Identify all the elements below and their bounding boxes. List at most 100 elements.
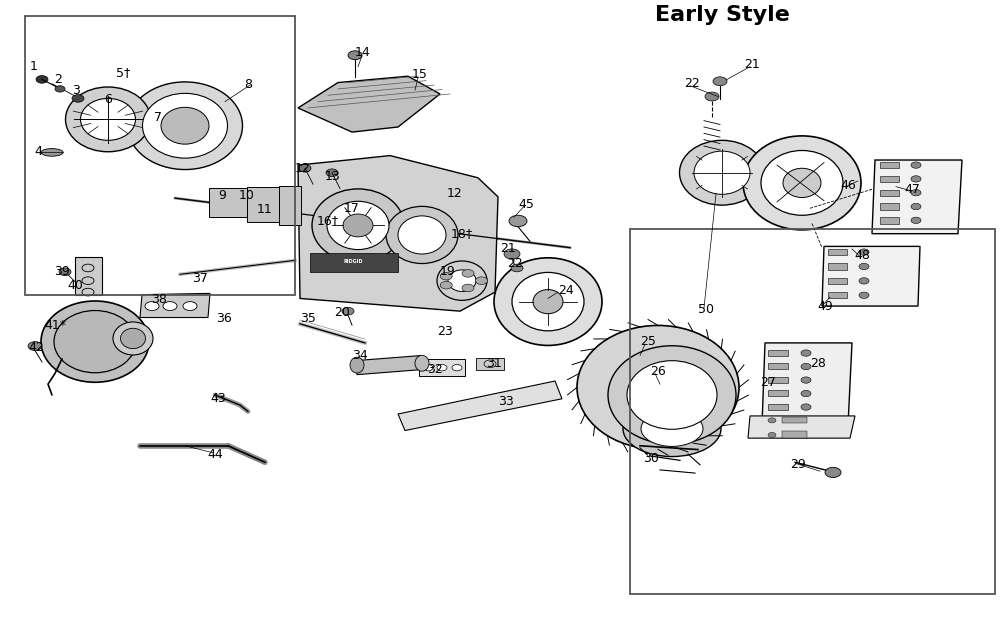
Circle shape <box>911 203 921 210</box>
Bar <box>630 229 995 594</box>
Bar <box>880 189 899 196</box>
Text: 31: 31 <box>486 357 502 370</box>
Circle shape <box>462 284 474 291</box>
Bar <box>247 187 279 222</box>
Ellipse shape <box>743 136 861 230</box>
Ellipse shape <box>761 150 843 215</box>
Bar <box>782 431 807 438</box>
Text: 6: 6 <box>104 93 112 106</box>
Ellipse shape <box>120 328 146 349</box>
Text: 39: 39 <box>54 265 70 278</box>
Text: 24: 24 <box>558 284 574 297</box>
Ellipse shape <box>143 93 228 158</box>
Text: 42: 42 <box>28 342 44 354</box>
Ellipse shape <box>41 149 63 156</box>
Bar <box>279 186 301 225</box>
Text: 34: 34 <box>352 349 368 362</box>
Circle shape <box>299 164 311 172</box>
Text: 29: 29 <box>790 458 806 471</box>
Circle shape <box>476 277 488 284</box>
Polygon shape <box>822 246 920 306</box>
Circle shape <box>801 391 811 397</box>
Circle shape <box>348 51 362 60</box>
Ellipse shape <box>41 301 149 382</box>
Text: 11: 11 <box>257 203 273 216</box>
Ellipse shape <box>128 82 242 170</box>
Circle shape <box>801 363 811 370</box>
Bar <box>768 363 788 369</box>
Circle shape <box>859 277 869 284</box>
Ellipse shape <box>680 140 765 205</box>
Circle shape <box>59 268 71 276</box>
Text: 7: 7 <box>154 111 162 124</box>
Ellipse shape <box>66 87 150 152</box>
Ellipse shape <box>343 214 373 237</box>
Circle shape <box>326 169 338 177</box>
Text: 50: 50 <box>698 304 714 316</box>
Circle shape <box>423 364 433 371</box>
Ellipse shape <box>783 168 821 197</box>
Ellipse shape <box>415 356 429 371</box>
Bar <box>310 253 398 272</box>
Circle shape <box>911 162 921 168</box>
Ellipse shape <box>623 401 721 457</box>
Ellipse shape <box>54 311 136 373</box>
Circle shape <box>713 77 727 86</box>
Text: 17: 17 <box>344 202 360 215</box>
Bar <box>828 292 847 298</box>
Circle shape <box>504 249 520 259</box>
Circle shape <box>801 377 811 384</box>
Polygon shape <box>762 343 852 425</box>
Ellipse shape <box>494 258 602 345</box>
Ellipse shape <box>350 357 364 373</box>
Text: 46: 46 <box>840 179 856 192</box>
Circle shape <box>452 364 462 371</box>
Text: 23: 23 <box>437 325 453 338</box>
Bar <box>25 16 295 295</box>
Text: 44: 44 <box>207 448 223 460</box>
Text: 35: 35 <box>300 312 316 325</box>
Bar <box>476 358 504 370</box>
Bar <box>828 277 847 284</box>
Circle shape <box>72 95 84 102</box>
Polygon shape <box>355 356 422 375</box>
Polygon shape <box>872 160 962 234</box>
Text: 21: 21 <box>744 58 760 71</box>
Text: Early Style: Early Style <box>655 6 790 25</box>
Text: 38: 38 <box>151 293 167 306</box>
Circle shape <box>859 264 869 270</box>
Text: 22: 22 <box>684 77 700 90</box>
Text: 9: 9 <box>218 189 226 202</box>
Circle shape <box>511 264 523 272</box>
Circle shape <box>911 176 921 182</box>
Text: RIDGID: RIDGID <box>343 259 363 264</box>
Text: 47: 47 <box>904 183 920 196</box>
Circle shape <box>342 307 354 315</box>
Ellipse shape <box>608 345 736 444</box>
Circle shape <box>509 215 527 227</box>
Circle shape <box>911 189 921 196</box>
Ellipse shape <box>641 411 703 446</box>
Text: 40: 40 <box>67 279 83 292</box>
Ellipse shape <box>627 361 717 429</box>
Text: 25: 25 <box>640 335 656 348</box>
Text: 13: 13 <box>325 170 341 183</box>
Circle shape <box>440 281 452 289</box>
Polygon shape <box>298 156 498 311</box>
Ellipse shape <box>386 206 458 264</box>
Circle shape <box>768 418 776 423</box>
Ellipse shape <box>327 201 389 250</box>
Ellipse shape <box>694 151 750 194</box>
Text: 5†: 5† <box>116 67 130 79</box>
Text: 27: 27 <box>760 376 776 389</box>
Text: 49: 49 <box>817 300 833 312</box>
Polygon shape <box>748 416 855 438</box>
Ellipse shape <box>577 325 739 450</box>
Bar <box>880 176 899 182</box>
Text: 10: 10 <box>239 189 255 202</box>
Circle shape <box>145 302 159 311</box>
Ellipse shape <box>512 272 584 331</box>
Text: 43: 43 <box>210 392 226 405</box>
Text: 8: 8 <box>244 78 252 91</box>
Text: 20: 20 <box>334 306 350 319</box>
